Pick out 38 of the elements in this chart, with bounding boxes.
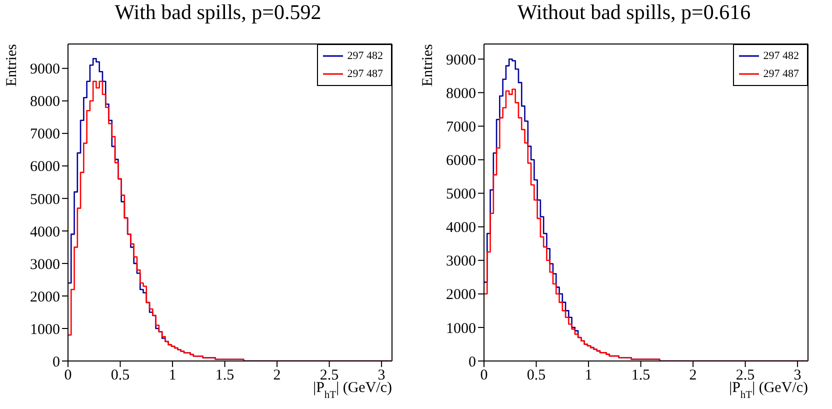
legend-label: 297 487 — [347, 68, 383, 80]
y-tick-label: 7000 — [30, 126, 60, 143]
y-tick-label: 1000 — [30, 322, 60, 338]
y-tick-label: 9000 — [446, 52, 476, 68]
y-tick-label: 6000 — [30, 159, 60, 176]
y-tick-label: 4000 — [30, 224, 60, 240]
y-tick-label: 9000 — [30, 62, 60, 78]
legend-label: 297 487 — [763, 68, 799, 80]
y-tick-label: 8000 — [446, 86, 476, 102]
x-tick-label: 2 — [273, 368, 281, 384]
y-tick-label: 2000 — [30, 289, 60, 306]
y-tick-label: 5000 — [30, 192, 60, 208]
y-tick-label: 0 — [468, 354, 476, 370]
x-tick-label: 1 — [584, 368, 592, 384]
y-axis-title: Entries — [4, 44, 20, 86]
x-tick-label: 2 — [689, 368, 697, 384]
x-tick-label: 0.5 — [110, 368, 130, 384]
y-tick-label: 6000 — [446, 153, 476, 170]
chart-title: Without bad spills, p=0.616 — [516, 0, 752, 25]
y-tick-label: 5000 — [446, 186, 476, 203]
legend-label: 297 482 — [347, 50, 383, 62]
x-tick-label: 0.5 — [526, 368, 546, 384]
y-tick-label: 0 — [52, 354, 60, 370]
y-axis-title: Entries — [420, 44, 436, 86]
x-tick-label: 1.5 — [631, 368, 650, 384]
y-tick-label: 4000 — [446, 220, 476, 236]
y-tick-label: 7000 — [446, 120, 476, 136]
legend-label: 297 482 — [763, 50, 799, 62]
x-tick-label: 0 — [64, 368, 72, 384]
x-tick-label: 0 — [480, 368, 488, 384]
y-tick-label: 1000 — [446, 320, 476, 337]
y-tick-label: 3000 — [446, 254, 476, 270]
y-tick-label: 8000 — [30, 94, 60, 110]
y-tick-label: 3000 — [30, 256, 60, 273]
x-tick-label: 1.5 — [215, 368, 234, 384]
x-tick-label: 1 — [168, 368, 176, 384]
y-tick-label: 2000 — [446, 287, 476, 304]
chart-title: With bad spills, p=0.592 — [114, 0, 322, 25]
